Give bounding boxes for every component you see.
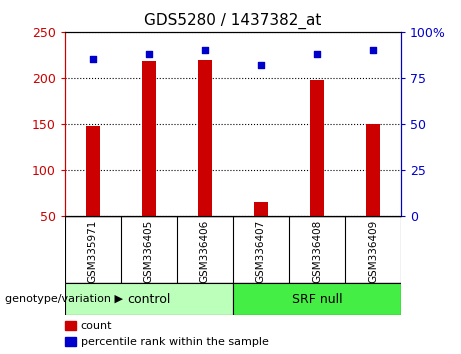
Text: genotype/variation ▶: genotype/variation ▶ — [5, 294, 123, 304]
Bar — [65, 283, 233, 315]
Text: GSM336409: GSM336409 — [368, 219, 378, 282]
Text: GSM336405: GSM336405 — [144, 219, 154, 282]
Text: GSM335971: GSM335971 — [88, 219, 98, 283]
Text: GSM336406: GSM336406 — [200, 219, 210, 282]
Point — [201, 47, 208, 53]
Point — [313, 51, 321, 57]
Text: count: count — [81, 321, 112, 331]
Bar — [86, 126, 100, 216]
Bar — [366, 124, 380, 216]
Bar — [254, 202, 268, 216]
Text: GSM336407: GSM336407 — [256, 219, 266, 282]
Point — [369, 47, 377, 53]
Point — [89, 57, 96, 62]
Point — [257, 62, 265, 68]
Text: percentile rank within the sample: percentile rank within the sample — [81, 337, 269, 347]
Text: control: control — [127, 293, 171, 306]
Point — [145, 51, 152, 57]
Bar — [233, 283, 401, 315]
Text: SRF null: SRF null — [292, 293, 342, 306]
Bar — [198, 61, 212, 216]
Bar — [310, 80, 324, 216]
Text: GSM336408: GSM336408 — [312, 219, 322, 282]
Title: GDS5280 / 1437382_at: GDS5280 / 1437382_at — [144, 13, 321, 29]
Bar — [142, 61, 156, 216]
